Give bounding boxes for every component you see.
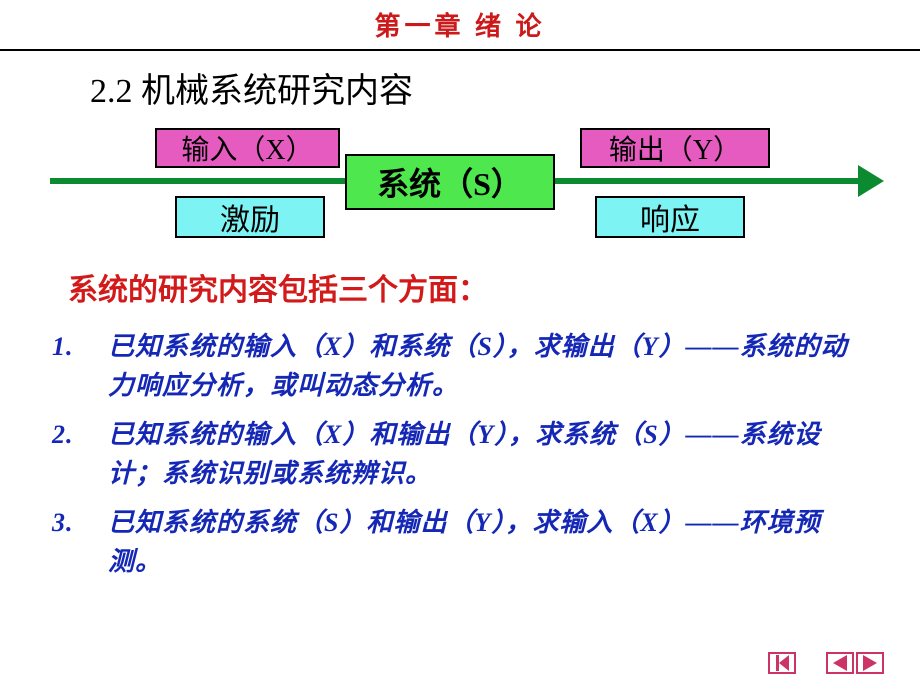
- nav-first-button[interactable]: [768, 652, 796, 674]
- prev-icon: [833, 655, 847, 671]
- arrow-head-icon: [858, 165, 884, 197]
- list-item: 已知系统的系统（S）和输出（Y），求输入（X）——环境预测。: [52, 503, 850, 581]
- items-list: 已知系统的输入（X）和系统（S），求输出（Y）——系统的动力响应分析，或叫动态分…: [0, 327, 920, 581]
- list-item: 已知系统的输入（X）和系统（S），求输出（Y）——系统的动力响应分析，或叫动态分…: [52, 327, 850, 405]
- input-x-box: 输入（X）: [155, 128, 340, 168]
- nav-prev-next-group: [826, 652, 884, 674]
- nav-prev-button[interactable]: [826, 652, 854, 674]
- chapter-title: 第一章 绪 论: [0, 0, 920, 45]
- output-y-box: 输出（Y）: [580, 128, 770, 168]
- list-item: 已知系统的输入（X）和输出（Y），求系统（S）——系统设计；系统识别或系统辨识。: [52, 415, 850, 493]
- section-title: 2.2 机械系统研究内容: [0, 63, 920, 112]
- divider: [0, 49, 920, 51]
- nav-next-button[interactable]: [856, 652, 884, 674]
- stimulus-box: 激励: [175, 196, 325, 238]
- next-icon: [863, 655, 877, 671]
- system-s-box: 系统（S）: [345, 154, 555, 210]
- subheading: 系统的研究内容包括三个方面：: [0, 265, 920, 309]
- nav-controls: [768, 652, 884, 674]
- first-icon: [779, 655, 789, 671]
- system-diagram: 输入（X） 输出（Y） 系统（S） 激励 响应: [50, 122, 870, 247]
- response-box: 响应: [595, 196, 745, 238]
